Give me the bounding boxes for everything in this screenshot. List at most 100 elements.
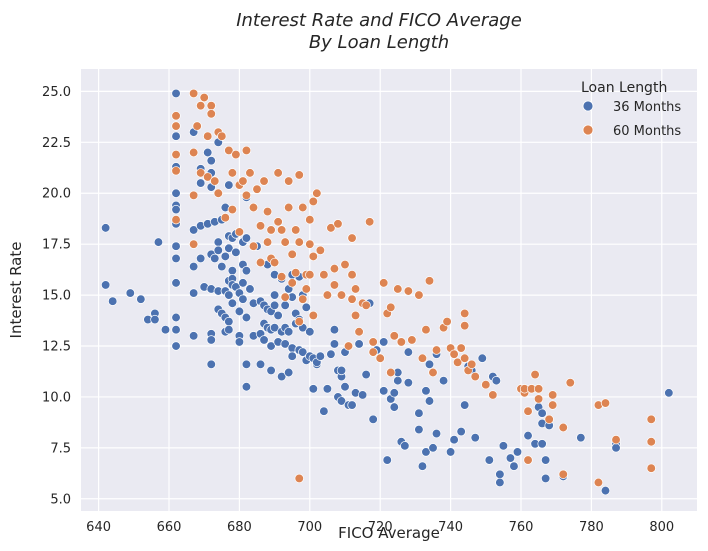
point-36-months — [255, 359, 266, 369]
point-60-months — [291, 268, 301, 278]
y-tick-labels: 5.0 7.5 10.0 12.5 15.0 17.5 20.0 22.5 25.0 — [42, 85, 71, 507]
point-60-months — [284, 202, 294, 213]
point-60-months — [548, 400, 558, 410]
point-60-months — [291, 225, 301, 235]
point-36-months — [224, 325, 234, 335]
chart-title-line1: Interest Rate and FICO Average — [236, 10, 522, 31]
point-60-months — [245, 168, 255, 178]
point-60-months — [213, 188, 223, 198]
point-60-months — [255, 221, 266, 231]
point-36-months — [153, 237, 164, 247]
point-60-months — [315, 245, 326, 255]
point-36-months — [241, 382, 252, 392]
point-36-months — [171, 131, 181, 141]
point-36-months — [540, 473, 551, 484]
point-36-months — [495, 477, 505, 488]
point-36-months — [428, 443, 438, 453]
point-36-months — [336, 365, 347, 376]
grid — [81, 69, 697, 511]
point-60-months — [259, 176, 269, 186]
point-36-months — [238, 278, 248, 288]
point-36-months — [203, 147, 213, 158]
point-36-months — [234, 306, 245, 317]
point-36-months — [280, 339, 290, 349]
point-36-months — [523, 430, 533, 441]
point-60-months — [646, 437, 656, 447]
point-36-months — [206, 335, 216, 345]
point-36-months — [125, 288, 135, 298]
point-60-months — [252, 184, 262, 194]
point-60-months — [192, 121, 202, 131]
point-36-months — [171, 325, 181, 335]
point-36-months — [491, 375, 502, 386]
y-tick-label: 25.0 — [42, 85, 71, 100]
point-36-months — [188, 225, 199, 235]
point-60-months — [203, 172, 213, 182]
point-36-months — [150, 314, 160, 325]
point-60-months — [294, 170, 304, 180]
point-36-months — [414, 408, 424, 418]
point-60-months — [227, 168, 238, 178]
point-36-months — [393, 375, 403, 386]
point-36-months — [354, 339, 364, 349]
point-36-months — [171, 88, 181, 99]
point-60-months — [298, 202, 308, 213]
point-60-months — [206, 101, 216, 111]
point-36-months — [403, 378, 414, 388]
point-36-months — [269, 290, 280, 300]
point-60-months — [558, 469, 568, 479]
point-60-months — [456, 343, 466, 353]
point-36-months — [389, 388, 399, 398]
point-60-months — [340, 259, 350, 270]
point-36-months — [421, 447, 431, 457]
point-36-months — [431, 428, 442, 439]
point-36-months — [245, 284, 255, 294]
point-60-months — [364, 217, 375, 227]
point-36-months — [495, 469, 505, 479]
point-36-months — [206, 359, 216, 369]
point-36-months — [537, 439, 547, 449]
point-60-months — [379, 278, 389, 288]
point-60-months — [442, 316, 452, 327]
point-60-months — [217, 131, 227, 141]
point-60-months — [481, 380, 491, 390]
point-60-months — [298, 294, 308, 304]
point-36-months — [403, 347, 414, 357]
point-60-months — [393, 284, 403, 294]
point-36-months — [171, 341, 181, 351]
point-36-months — [456, 426, 466, 437]
point-36-months — [400, 441, 410, 451]
point-36-months — [238, 294, 248, 304]
point-36-months — [136, 294, 146, 304]
x-axis-label: FICO Average — [338, 524, 440, 542]
point-36-months — [241, 312, 252, 323]
y-tick-label: 5.0 — [50, 492, 71, 507]
legend-title: Loan Length — [581, 80, 667, 96]
point-60-months — [269, 257, 280, 268]
point-36-months — [329, 339, 340, 349]
x-tick-label: 640 — [86, 520, 111, 535]
chart-title-line2: By Loan Length — [309, 32, 449, 53]
point-60-months — [280, 237, 290, 247]
point-36-months — [347, 400, 357, 410]
point-36-months — [445, 447, 456, 457]
point-60-months — [460, 308, 470, 319]
point-36-months — [389, 402, 399, 412]
point-60-months — [460, 353, 470, 363]
point-60-months — [294, 473, 304, 484]
point-60-months — [203, 131, 213, 141]
point-36-months — [460, 400, 470, 410]
point-36-months — [301, 302, 311, 312]
point-60-months — [234, 227, 245, 237]
point-36-months — [315, 351, 326, 361]
point-60-months — [308, 310, 318, 321]
point-60-months — [241, 145, 252, 156]
point-60-months — [188, 190, 199, 200]
point-36-months — [424, 359, 435, 369]
point-36-months — [505, 453, 516, 463]
point-36-months — [276, 371, 287, 382]
point-60-months — [326, 223, 336, 233]
y-tick-label: 12.5 — [42, 340, 71, 355]
point-60-months — [305, 270, 315, 280]
